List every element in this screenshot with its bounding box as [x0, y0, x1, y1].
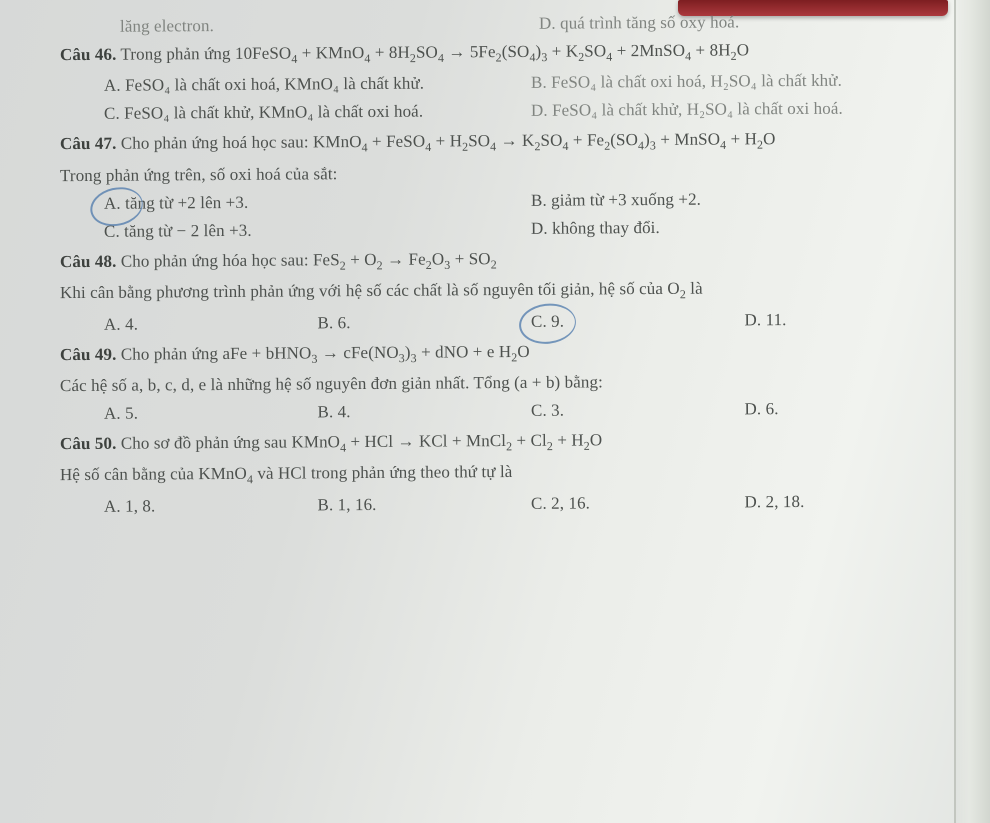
q46-row-ab: A. FeSO₄ là chất oxi hoá, KMnO₄ là chất … — [60, 70, 958, 96]
q49-stem: Câu 49. Cho phản ứng aFe + bHNO3 → cFe(N… — [60, 338, 958, 368]
q48-sub: Khi cân bằng phương trình phản ứng với h… — [60, 277, 958, 307]
q46-stem: Câu 46. Trong phản ứng 10FeSO4 + KMnO4 +… — [60, 39, 958, 69]
q50-text: Cho sơ đồ phản ứng sau KMnO4 + HCl → KCl… — [121, 430, 603, 452]
q48-d: D. 11. — [744, 308, 958, 329]
q50-a: A. 1, 8. — [104, 495, 318, 516]
q47-row-cd: C. tăng từ − 2 lên +3. D. không thay đổi… — [60, 216, 958, 242]
q50-c: C. 2, 16. — [531, 492, 745, 513]
q46-a: A. FeSO₄ là chất oxi hoá, KMnO₄ là chất … — [104, 73, 531, 96]
q49-c: C. 3. — [531, 399, 745, 420]
q47-d: D. không thay đổi. — [531, 216, 958, 239]
q47-a: A. tăng từ +2 lên +3. — [104, 191, 531, 214]
q47-text: Cho phản ứng hoá học sau: KMnO4 + FeSO4 … — [121, 130, 776, 154]
q48-stem: Câu 48. Cho phản ứng hóa học sau: FeS2 +… — [60, 246, 958, 276]
q48-text: Cho phản ứng hóa học sau: FeS2 + O2 → Fe… — [121, 249, 497, 271]
q46-text: Trong phản ứng 10FeSO4 + KMnO4 + 8H2SO4 … — [120, 40, 749, 63]
q48-label: Câu 48. — [60, 252, 117, 271]
q50-d: D. 2, 18. — [744, 491, 958, 512]
q49-options: A. 5. B. 4. C. 3. D. 6. — [60, 398, 958, 424]
q50-options: A. 1, 8. B. 1, 16. C. 2, 16. D. 2, 18. — [60, 491, 958, 517]
q50-stem: Câu 50. Cho sơ đồ phản ứng sau KMnO4 + H… — [60, 428, 958, 458]
q47-b: B. giảm từ +3 xuống +2. — [531, 188, 958, 211]
q47-sub: Trong phản ứng trên, số oxi hoá của sắt: — [60, 160, 958, 186]
q46-b: B. FeSO₄ là chất oxi hoá, H₂SO₄ là chất … — [531, 70, 958, 93]
q47-row-ab: A. tăng từ +2 lên +3. B. giảm từ +3 xuốn… — [60, 188, 958, 214]
q49-text: Cho phản ứng aFe + bHNO3 → cFe(NO3)3 + d… — [121, 341, 530, 363]
q48-b: B. 6. — [317, 311, 531, 332]
page-edge — [954, 0, 990, 823]
q46-row-cd: C. FeSO₄ là chất khử, KMnO₄ là chất oxi … — [60, 98, 958, 124]
q49-sub: Các hệ số a, b, c, d, e là những hệ số n… — [60, 370, 958, 396]
q47-c: C. tăng từ − 2 lên +3. — [104, 219, 531, 242]
fragment-text: lăng electron. — [120, 14, 539, 37]
q49-a: A. 5. — [104, 402, 318, 423]
worksheet-page: lăng electron. D. quá trình tăng số oxy … — [0, 0, 990, 823]
q49-label: Câu 49. — [60, 344, 117, 363]
q50-sub: Hệ số cân bằng của KMnO4 và HCl trong ph… — [60, 459, 958, 489]
q46-d: D. FeSO₄ là chất khử, H₂SO₄ là chất oxi … — [531, 98, 958, 121]
q47-label: Câu 47. — [60, 134, 117, 153]
q50-label: Câu 50. — [60, 434, 117, 453]
q49-d: D. 6. — [744, 398, 958, 419]
q49-b: B. 4. — [317, 401, 531, 422]
q48-a: A. 4. — [104, 313, 318, 334]
prev-option-d: D. quá trình tăng số oxy hoá. — [539, 11, 958, 34]
prev-question-fragment: lăng electron. D. quá trình tăng số oxy … — [60, 11, 958, 37]
q47-stem: Câu 47. Cho phản ứng hoá học sau: KMnO4 … — [60, 128, 958, 158]
q50-b: B. 1, 16. — [317, 494, 531, 515]
q46-label: Câu 46. — [60, 45, 117, 64]
q48-c: C. 9. — [531, 310, 745, 331]
q46-c: C. FeSO₄ là chất khử, KMnO₄ là chất oxi … — [104, 101, 531, 124]
q48-options: A. 4. B. 6. C. 9. D. 11. — [60, 308, 958, 334]
